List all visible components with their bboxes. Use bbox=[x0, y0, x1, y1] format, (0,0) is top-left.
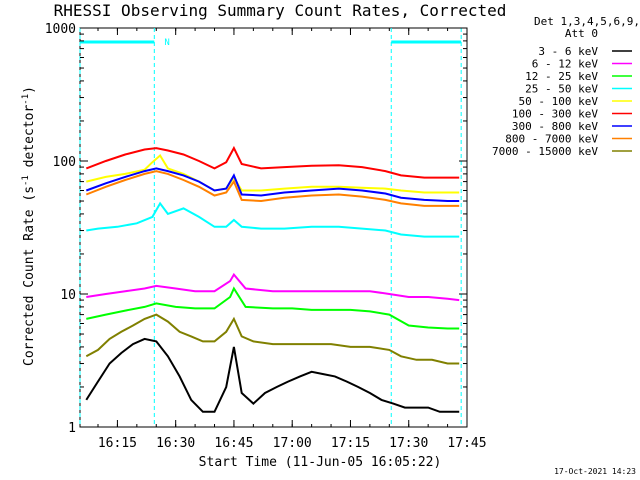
legend-label: 6 - 12 keV bbox=[532, 58, 599, 71]
legend-label: 300 - 800 keV bbox=[512, 120, 598, 133]
series-line-6 bbox=[85, 145, 460, 179]
axes-group: 16:15 16:30 16:45 17:00 17:15 17:30 17:45 1 10 10… bbox=[45, 22, 487, 451]
series-line-1 bbox=[85, 337, 460, 413]
y-tick-label: 100 bbox=[53, 155, 76, 170]
legend-label: 50 - 100 keV bbox=[519, 95, 599, 108]
series-line-4 bbox=[86, 201, 460, 238]
chart-title: RHESSI Observing Summary Count Rates, Co… bbox=[54, 1, 507, 20]
x-tick-label: 16:15 bbox=[98, 436, 137, 451]
legend-label: 3 - 6 keV bbox=[538, 45, 598, 58]
y-tick-label: 1 bbox=[68, 421, 76, 436]
night-markers: N bbox=[79, 28, 462, 427]
x-tick-label: 16:45 bbox=[214, 436, 253, 451]
series-line-8 bbox=[85, 170, 460, 207]
y-axis-label-part-1: Corrected Count Rate (s bbox=[22, 186, 37, 366]
y-axis-label-exponent-2: -1 bbox=[21, 94, 31, 105]
y-axis-label-part-3: ) bbox=[22, 86, 37, 94]
series-line-3 bbox=[86, 286, 460, 330]
legend-header-attenuator: Att 0 bbox=[565, 27, 598, 40]
legend-label: 100 - 300 keV bbox=[512, 108, 598, 121]
series-line-9 bbox=[85, 313, 460, 365]
series-group bbox=[85, 145, 460, 413]
y-tick-label: 10 bbox=[60, 288, 76, 303]
legend-label: 800 - 7000 keV bbox=[505, 133, 598, 146]
legend-label: 12 - 25 keV bbox=[525, 70, 598, 83]
generation-timestamp: 17-Oct-2021 14:23 bbox=[554, 467, 636, 476]
x-tick-label: 17:15 bbox=[331, 436, 370, 451]
night-flag-label: N bbox=[164, 38, 169, 48]
y-tick-label: 1000 bbox=[45, 22, 76, 37]
y-axis-label-part-2: detector bbox=[22, 105, 37, 176]
legend-header-detectors: Det 1,3,4,5,6,9, bbox=[534, 15, 640, 28]
x-tick-label: 16:30 bbox=[156, 436, 195, 451]
x-tick-label: 17:45 bbox=[447, 436, 486, 451]
legend-label: 7000 - 15000 keV bbox=[492, 145, 598, 158]
x-tick-label: 17:30 bbox=[389, 436, 428, 451]
x-tick-label: 17:00 bbox=[273, 436, 312, 451]
y-axis-label-exponent-1: -1 bbox=[21, 175, 31, 186]
series-line-7 bbox=[85, 167, 460, 202]
series-line-2 bbox=[86, 272, 460, 302]
x-axis-label: Start Time (11-Jun-05 16:05:22) bbox=[199, 455, 442, 470]
y-axis-label: Corrected Count Rate (s-1 detector-1) bbox=[21, 86, 37, 366]
legend-label: 25 - 50 keV bbox=[525, 83, 598, 96]
